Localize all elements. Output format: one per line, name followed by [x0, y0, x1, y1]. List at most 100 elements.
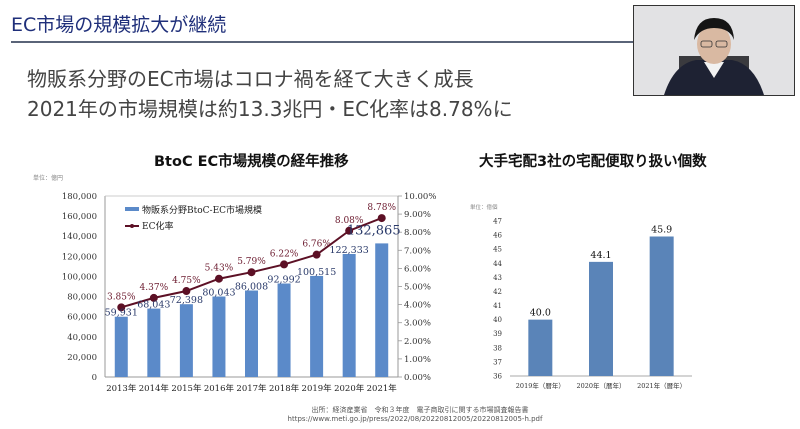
left-y-tick-label: 80,000: [67, 293, 97, 303]
bar-ec-market-size: [114, 316, 128, 377]
bar-data-label: 132,865: [347, 223, 401, 238]
right-y-tick-label: 10.00%: [404, 192, 436, 202]
left-y-tick-label: 140,000: [62, 232, 97, 242]
legend-bar-label: 物販系分野BtoC-EC市場規模: [142, 204, 262, 216]
right-y-tick-label: 0.00%: [404, 373, 431, 383]
ec-rate-point: [214, 274, 223, 283]
bar-data-label: 92,992: [267, 274, 300, 285]
ec-rate-point: [377, 214, 386, 223]
legend-line-marker: [130, 224, 134, 228]
bar-data-label: 45.9: [651, 225, 672, 236]
left-y-tick-label: 20,000: [67, 353, 97, 363]
line-data-label: 4.75%: [172, 276, 201, 286]
right-y-tick-label: 2.00%: [404, 337, 431, 347]
left-unit-label: 単位：億円: [33, 174, 63, 182]
x-tick-label: 2019年（暦年）: [516, 381, 565, 390]
right-y-tick-label: 9.00%: [404, 210, 431, 220]
right-y-tick-label: 43: [493, 274, 502, 282]
right-y-tick-label: 6.00%: [404, 264, 431, 274]
presenter-silhouette-icon: [634, 6, 794, 95]
left-y-tick-label: 100,000: [62, 272, 97, 282]
right-unit-label: 単位：億個: [470, 203, 498, 211]
right-y-tick-label: 41: [493, 302, 502, 310]
left-chart-legend: 物販系分野BtoC-EC市場規模 EC化率: [125, 204, 262, 232]
line-data-label: 4.37%: [140, 283, 169, 293]
left-y-tick-label: 160,000: [62, 212, 97, 222]
bar-ec-market-size: [147, 308, 161, 377]
bar-ec-market-size: [342, 253, 356, 377]
x-tick-label: 2020年: [334, 383, 365, 394]
x-tick-label: 2020年（暦年）: [576, 381, 625, 390]
title-divider: [11, 41, 636, 43]
x-tick-label: 2014年: [139, 383, 170, 394]
line-data-label: 6.22%: [270, 249, 299, 259]
right-y-tick-label: 8.00%: [404, 228, 431, 238]
bar-data-label: 72,398: [170, 295, 203, 306]
bar-data-label: 80,043: [202, 288, 235, 299]
right-y-tick-label: 45: [493, 246, 502, 254]
bar-data-label: 122,333: [330, 245, 369, 256]
left-y-tick-label: 60,000: [67, 313, 97, 323]
ec-rate-point: [117, 303, 126, 312]
left-y-tick-label: 40,000: [67, 333, 97, 343]
right-y-tick-label: 40: [493, 316, 502, 324]
x-tick-label: 2013年: [106, 383, 137, 394]
right-y-tick-label: 42: [493, 288, 502, 296]
slide-title: EC市場の規模拡大が継続: [11, 14, 227, 36]
line-data-label: 3.85%: [107, 292, 136, 302]
right-y-tick-label: 7.00%: [404, 246, 431, 256]
line-data-label: 6.76%: [302, 240, 331, 250]
ec-rate-point: [280, 260, 289, 269]
bar-ec-market-size: [277, 283, 291, 377]
right-y-tick-label: 44: [493, 260, 502, 268]
x-tick-label: 2017年: [236, 383, 267, 394]
x-tick-label: 2015年: [171, 383, 202, 394]
bar-data-label: 100,515: [297, 267, 336, 278]
ec-rate-point: [247, 268, 256, 277]
line-data-label: 8.08%: [335, 216, 364, 226]
bar-data-label: 86,008: [235, 282, 268, 293]
btoc-ec-chart: 単位：億円 0 20,000 40,000 60,000 80,000 100,000 12…: [33, 174, 436, 394]
right-chart-title: 大手宅配3社の宅配便取り扱い個数: [479, 154, 707, 170]
x-tick-label: 2021年: [367, 383, 398, 394]
right-y-tick-label: 37: [493, 358, 502, 366]
right-y-tick-label: 47: [493, 218, 502, 226]
right-y-tick-label: 36: [493, 373, 502, 381]
bullet-1: 物販系分野のEC市場はコロナ禍を経て大きく成長: [27, 67, 474, 91]
right-y-tick-label: 46: [493, 232, 502, 240]
parcel-count-chart: 単位：億個 36 37 38 39 40 41 42 43 44 45 46 47 2019年（暦年） 2…: [470, 203, 692, 390]
bar-data-label: 59,931: [105, 308, 138, 319]
bar-data-label: 44.1: [590, 250, 611, 261]
bar-parcel-count: [649, 236, 674, 376]
right-y-tick-label: 4.00%: [404, 301, 431, 311]
bar-data-label: 40.0: [530, 308, 551, 319]
left-y-tick-label: 180,000: [62, 192, 97, 202]
bar-ec-market-size: [310, 275, 324, 377]
ec-rate-point: [312, 250, 321, 259]
bar-data-label: 68,043: [137, 300, 170, 311]
bullet-2: 2021年の市場規模は約13.3兆円・EC化率は8.78%に: [27, 97, 513, 121]
x-tick-label: 2018年: [269, 383, 300, 394]
right-y-tick-label: 5.00%: [404, 283, 431, 293]
presenter-video: [633, 5, 795, 96]
bar-ec-market-size: [375, 243, 389, 377]
ec-rate-point: [182, 287, 191, 296]
bar-ec-market-size: [179, 304, 193, 377]
legend-line-label: EC化率: [142, 220, 173, 232]
left-y-tick-label: 0: [92, 373, 97, 383]
right-y-tick-label: 38: [493, 344, 502, 352]
legend-bar-swatch: [125, 207, 139, 211]
x-tick-label: 2016年: [204, 383, 235, 394]
source-citation: 出所：経済産業省 令和３年度 電子商取引に関する市場調査報告書: [311, 406, 529, 414]
bar-parcel-count: [528, 319, 553, 376]
right-y-tick-label: 3.00%: [404, 319, 431, 329]
line-data-label: 5.43%: [205, 264, 234, 274]
left-chart-title: BtoC EC市場規模の経年推移: [154, 154, 349, 170]
ec-rate-point: [345, 226, 354, 235]
right-y-tick-label: 39: [493, 330, 502, 338]
bar-ec-market-size: [212, 296, 226, 377]
x-tick-label: 2019年: [302, 383, 333, 394]
ec-rate-point: [149, 293, 158, 302]
left-y-tick-label: 120,000: [62, 252, 97, 262]
bar-ec-market-size: [245, 290, 258, 377]
